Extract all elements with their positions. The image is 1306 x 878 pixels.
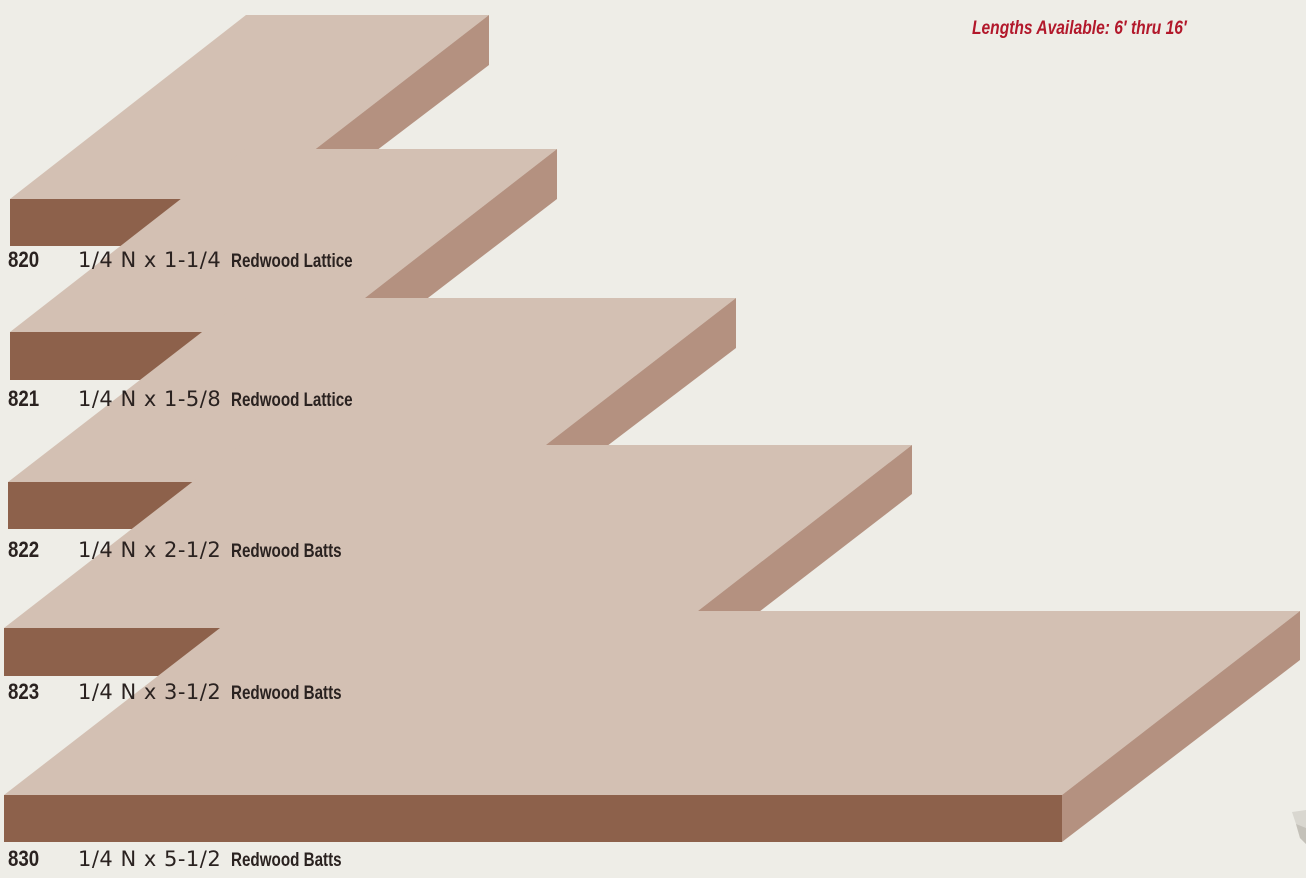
lengths-available-note: Lengths Available: 6′ thru 16′ [972, 18, 1187, 39]
product-description: Redwood Batts [231, 850, 342, 871]
page-curl-icon [1292, 810, 1306, 844]
product-code: 821 [8, 386, 40, 411]
product-description: Redwood Lattice [231, 390, 353, 411]
board-top-face [8, 298, 736, 482]
product-code: 820 [8, 247, 40, 272]
product-dimension: 1/4 N x 3-1/2 [78, 680, 222, 704]
board-top-face [4, 445, 912, 628]
product-label-823: 823 1/4 N x 3-1/2 Redwood Batts [8, 677, 369, 707]
product-code: 822 [8, 537, 40, 562]
product-dimension: 1/4 N x 2-1/2 [78, 538, 222, 562]
product-label-822: 822 1/4 N x 2-1/2 Redwood Batts [8, 535, 369, 565]
product-label-820: 820 1/4 N x 1-1/4 Redwood Lattice [8, 245, 383, 275]
product-dimension: 1/4 N x 1-1/4 [78, 248, 222, 272]
product-code: 823 [8, 679, 40, 704]
board-top-face [4, 611, 1300, 795]
product-label-821: 821 1/4 N x 1-5/8 Redwood Lattice [8, 384, 383, 414]
product-description: Redwood Batts [231, 683, 342, 704]
board-830 [4, 611, 1300, 842]
product-dimension: 1/4 N x 5-1/2 [78, 847, 222, 871]
board-side-face [1062, 611, 1300, 842]
product-label-830: 830 1/4 N x 5-1/2 Redwood Batts [8, 844, 369, 874]
product-dimension: 1/4 N x 1-5/8 [78, 387, 222, 411]
board-top-face [10, 15, 489, 199]
board-top-face [10, 149, 557, 332]
product-code: 830 [8, 846, 40, 871]
board-front-face [4, 795, 1062, 842]
product-description: Redwood Batts [231, 541, 342, 562]
product-description: Redwood Lattice [231, 251, 353, 272]
